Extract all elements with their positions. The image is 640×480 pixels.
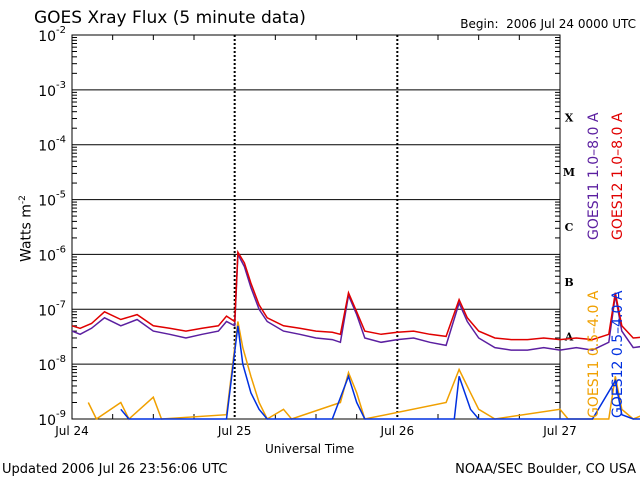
x-axis-label: Universal Time [265,442,355,456]
y-tick-label: 10-4 [38,135,66,155]
y-axis-label-exp: -2 [18,195,28,205]
y-tick-label: 10-8 [38,354,66,374]
legend-entry: GOES12 1.0–8.0 A [610,112,626,240]
series-line [120,325,640,420]
y-tick-label: 10-6 [38,244,66,264]
begin-date: Begin: 2006 Jul 24 0000 UTC [460,17,636,31]
x-tick-label: Jul 24 [54,424,89,438]
flare-class-label: X [565,111,574,124]
chart-title: GOES Xray Flux (5 minute data) [34,8,306,28]
legend-entry: GOES12 0.5–4.0 A [610,290,626,418]
begin-label: Begin: [460,17,499,31]
y-tick-label: 10-2 [38,25,66,45]
y-axis-label-text: Watts m [18,204,35,262]
y-axis-label: Watts m-2 [18,195,35,262]
x-tick-label: Jul 27 [542,424,577,438]
updated-timestamp: Updated 2006 Jul 26 23:56:06 UTC [2,462,228,477]
credit: NOAA/SEC Boulder, CO USA [455,462,636,477]
y-tick-label: 10-9 [38,409,66,429]
y-tick-label: 10-5 [38,190,66,210]
legend-entry: GOES11 0.5–4.0 A [586,290,602,418]
flare-class-label: M [563,166,575,179]
legend-entry: GOES11 1.0–8.0 A [586,112,602,240]
y-tick-label: 10-7 [38,299,66,319]
y-tick-label: 10-3 [38,80,66,100]
x-tick-label: Jul 26 [380,424,415,438]
begin-value: 2006 Jul 24 0000 UTC [506,17,636,31]
x-tick-label: Jul 25 [217,424,252,438]
flare-class-label: A [564,331,574,344]
plot-frame [71,34,561,420]
flare-class-label: C [565,221,574,234]
series-line [71,249,640,341]
flare-class-label: B [564,276,573,289]
